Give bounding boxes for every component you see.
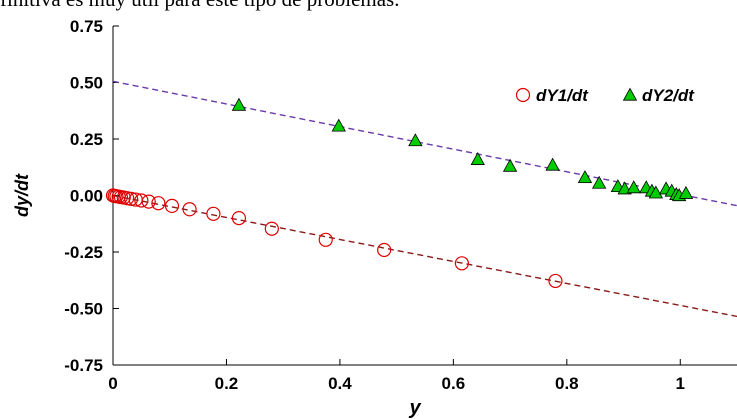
x-axis-label: y — [408, 397, 421, 419]
data-point-triangle — [331, 118, 346, 132]
y-tick-label: 0.50 — [70, 74, 103, 93]
plot-area: 0.75 0.50 0.25 0.00 -0.25 -0.50 -0.75 0 0.2 0.4 0.… — [12, 17, 737, 419]
legend-marker-triangle — [622, 87, 638, 101]
legend-label: dY1/dt — [536, 86, 589, 105]
legend-marker-circle — [515, 87, 531, 103]
data-point-circle — [134, 193, 149, 208]
data-point-triangle — [408, 133, 423, 147]
data-point-triangle — [502, 158, 518, 172]
y-tick-label: -0.75 — [64, 356, 103, 375]
data-point-circle — [454, 256, 469, 271]
header-text: finitiva es muy útil para este tipo de p… — [0, 0, 737, 12]
x-tick-label: 0.4 — [328, 374, 352, 393]
legend: dY1/dt dY2/dt — [515, 86, 695, 105]
data-point-circle — [231, 211, 247, 226]
data-point-circle — [264, 221, 279, 236]
data-point-circle — [206, 206, 221, 221]
y-tick-label: -0.50 — [64, 300, 103, 319]
data-point-circle — [318, 232, 333, 247]
data-point-circle — [151, 196, 166, 211]
data-point-triangle — [545, 157, 560, 171]
data-point-triangle — [626, 180, 641, 194]
data-point-triangle — [470, 152, 485, 165]
fit-line — [112, 194, 737, 318]
data-point-triangle — [648, 185, 664, 199]
data-point-triangle — [591, 175, 607, 189]
data-point-circle — [548, 273, 563, 289]
data-point-circle — [377, 242, 392, 258]
data-point-triangle — [231, 97, 247, 111]
y-tick-label: 0.00 — [70, 187, 103, 206]
data-point-circle — [164, 198, 180, 213]
x-tick-label: 0.8 — [555, 374, 579, 393]
y-tick-label: 0.75 — [70, 17, 103, 36]
data-point-triangle — [577, 170, 593, 184]
x-tick-label: 0 — [108, 374, 117, 393]
legend-label: dY2/dt — [642, 86, 695, 105]
x-tick-label: 0.6 — [442, 374, 466, 393]
x-tick-label: 0.2 — [215, 374, 239, 393]
y-tick-label: 0.25 — [70, 130, 103, 149]
x-tick-label: 1 — [676, 374, 685, 393]
data-point-circle — [141, 194, 156, 209]
data-point-triangle — [678, 185, 694, 199]
y-axis-label: dy/dt — [12, 173, 32, 217]
data-point-circle — [124, 191, 139, 206]
y-tick-label: -0.25 — [64, 243, 103, 262]
data-point-circle — [182, 202, 197, 217]
